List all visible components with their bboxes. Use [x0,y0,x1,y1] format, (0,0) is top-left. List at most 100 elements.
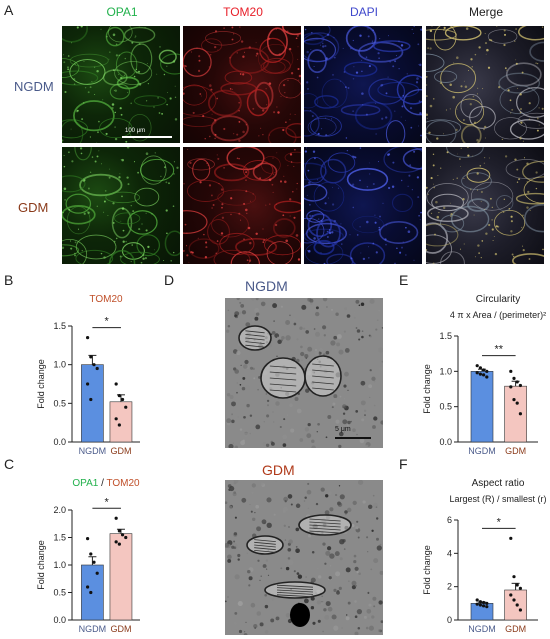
signal-speckle [432,262,435,264]
em-granule [338,485,341,487]
signal-speckle [260,127,262,129]
tissue-structure [186,179,225,202]
signal-speckle [106,35,108,38]
tissue-structure [272,218,296,238]
em-granule [304,598,309,604]
em-granule [237,553,241,558]
signal-speckle [209,84,212,87]
signal-speckle [246,212,248,214]
y-tick-label: 1.5 [53,321,66,331]
em-granule [358,304,361,307]
signal-speckle [62,139,64,142]
tissue-structure [183,210,208,234]
signal-speckle [174,96,177,99]
tissue-structure [368,78,406,105]
em-granule [339,395,342,398]
data-point [485,605,489,609]
tissue-structure [498,72,541,94]
signal-speckle [486,48,489,52]
signal-speckle [245,190,248,193]
signal-speckle [111,106,114,110]
signal-speckle [214,45,217,49]
em-granule [339,557,343,561]
signal-speckle [144,27,146,29]
em-granule [296,408,302,414]
mitochondrial-crista [245,341,265,344]
tissue-structure [529,41,544,62]
signal-speckle [418,100,421,103]
signal-speckle [242,73,245,76]
signal-speckle [463,119,465,121]
mitochondrial-crista [276,587,314,590]
em-granule [226,393,231,397]
signal-speckle [198,55,201,58]
signal-speckle [470,58,473,61]
signal-speckle [472,155,474,157]
signal-speckle [522,245,524,247]
signal-speckle [432,164,435,167]
signal-speckle [190,251,193,254]
signal-speckle [206,162,209,165]
signal-speckle [379,215,381,218]
em-granule [225,543,229,548]
signal-speckle [420,211,422,214]
data-point [124,535,128,540]
chart-subtitle: 4 π x Area / (perimeter)² [450,310,546,320]
signal-speckle [494,252,498,256]
signal-speckle [462,198,465,201]
em-granule [256,611,262,616]
tissue-structure [304,109,320,137]
em-granule [327,415,332,419]
x-tick-label: GDM [505,624,526,634]
signal-speckle [306,50,309,54]
em-granule [329,591,333,595]
signal-speckle [459,248,462,250]
signal-speckle [361,92,364,95]
signal-speckle [145,229,148,232]
signal-speckle [458,158,461,160]
signal-speckle [283,175,285,177]
em-granule [344,371,349,377]
em-granule [265,393,267,395]
em-granule [345,513,347,516]
em-granule [270,441,275,446]
signal-speckle [419,112,422,115]
signal-speckle [159,46,161,48]
signal-speckle [297,258,301,261]
tissue-structure [434,70,458,83]
scale-bar-a [122,136,172,138]
signal-speckle [463,80,465,82]
em-granule [303,327,306,330]
signal-speckle [341,243,343,245]
signal-speckle [476,172,479,175]
signal-speckle [211,113,213,115]
signal-speckle [456,177,458,179]
em-granule [343,330,346,333]
signal-speckle [503,43,506,47]
em-granule [325,350,330,355]
mitochondrial-crista [254,539,276,542]
em-granule [264,593,267,597]
tissue-structure [523,176,544,204]
signal-speckle [433,183,435,185]
signal-speckle [359,226,361,228]
signal-speckle [114,89,118,92]
em-granule [255,298,259,301]
signal-speckle [199,181,202,184]
signal-speckle [285,121,287,124]
em-granule [370,568,373,571]
em-granule [272,411,274,413]
signal-speckle [242,55,245,58]
signal-speckle [165,209,168,212]
em-granule [339,539,345,545]
data-point [485,369,489,373]
em-granule [333,394,338,399]
signal-speckle [366,185,369,188]
signal-speckle [210,194,213,197]
em-granule [324,510,330,515]
em-granule [243,364,248,369]
signal-speckle [145,100,148,102]
signal-speckle [76,109,79,112]
signal-speckle [467,154,470,157]
signal-speckle [474,256,476,258]
